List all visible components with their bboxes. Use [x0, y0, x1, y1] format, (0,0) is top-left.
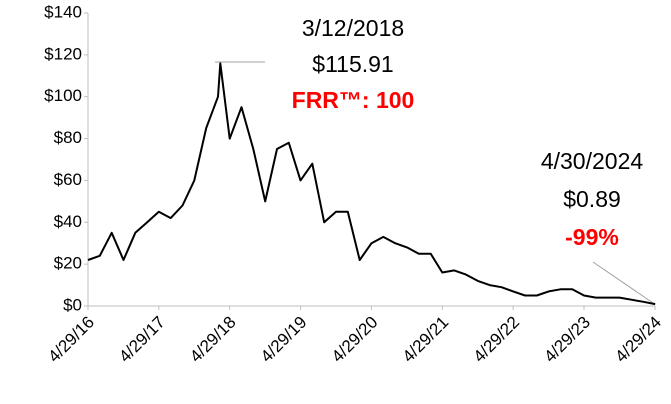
price-line: [87, 62, 656, 306]
y-tick-label: $40: [54, 212, 82, 231]
annotation: 4/30/2024: [541, 148, 644, 174]
x-tick-label: 4/29/20: [328, 313, 382, 367]
y-tick-label: $0: [63, 295, 82, 314]
annotation: $0.89: [563, 186, 621, 212]
x-tick-label: 4/29/24: [611, 313, 665, 367]
x-tick-label: 4/29/19: [257, 313, 311, 367]
x-tick-label: 4/29/17: [115, 313, 169, 367]
x-tick-label: 4/29/18: [186, 313, 240, 367]
y-tick-label: $140: [44, 2, 82, 21]
annotation: 3/12/2018: [302, 15, 404, 41]
annotation: $115.91: [312, 51, 393, 77]
y-tick-label: $20: [54, 254, 82, 273]
y-tick-label: $120: [44, 44, 82, 63]
y-tick-label: $60: [54, 170, 82, 189]
x-tick-label: 4/29/21: [399, 313, 453, 367]
x-tick-label: 4/29/16: [44, 313, 98, 367]
y-tick-label: $100: [44, 86, 82, 105]
leader-line: [592, 261, 654, 304]
annotation: FRR™: 100: [292, 87, 415, 113]
x-tick-label: 4/29/22: [470, 313, 524, 367]
annotation: -99%: [565, 224, 619, 250]
x-tick-label: 4/29/23: [540, 313, 594, 367]
y-tick-label: $80: [54, 128, 82, 147]
